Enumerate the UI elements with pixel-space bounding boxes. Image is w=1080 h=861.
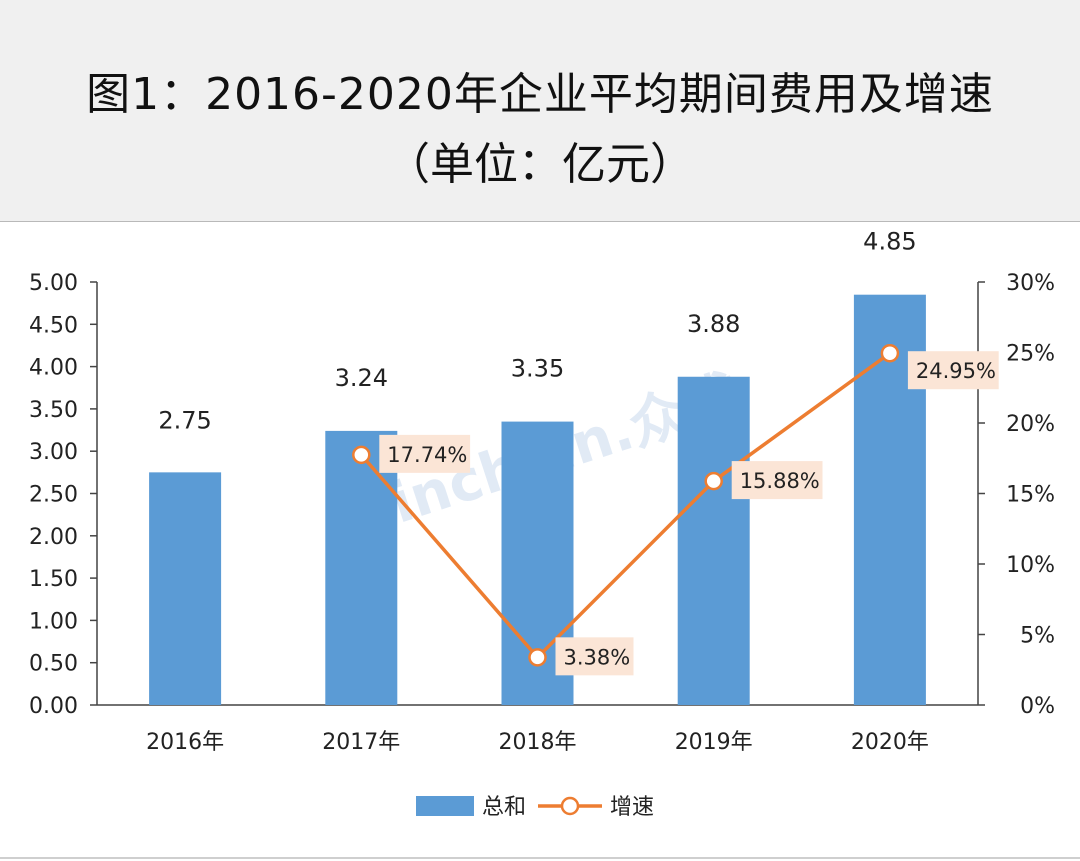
bar-value-label: 4.85 xyxy=(863,228,916,256)
growth-point xyxy=(352,445,371,465)
bar-value-label: 2.75 xyxy=(158,406,211,434)
growth-point xyxy=(528,648,547,667)
rate-label-bg xyxy=(907,351,999,390)
legend-label-bar: 总和 xyxy=(482,795,526,820)
growth-point xyxy=(880,343,900,363)
left-tick-label: 1.00 xyxy=(29,609,78,634)
rate-label-bg xyxy=(731,461,823,500)
chart-title: 图1：2016-2020年企业平均期间费用及增速 xyxy=(86,69,994,120)
bar xyxy=(149,472,222,705)
combo-chart: Joinchain.众成 0.000.501.001.502.002.503.0… xyxy=(29,228,1055,820)
right-tick-label: 30% xyxy=(1006,271,1055,296)
legend-label-line: 增速 xyxy=(610,795,654,820)
right-tick-label: 20% xyxy=(1006,412,1055,437)
left-tick-label: 2.00 xyxy=(29,525,78,550)
left-tick-label: 3.50 xyxy=(29,398,78,423)
legend: 总和 增速 xyxy=(416,795,654,820)
chart-subtitle-unit: （单位：亿元） xyxy=(386,139,694,190)
rate-value-label: 15.88% xyxy=(740,469,820,493)
right-tick-label: 0% xyxy=(1020,694,1055,719)
line-series: 17.74% 3.38% 15.88% 24.95% xyxy=(352,343,999,676)
x-category-label: 2017年 xyxy=(322,730,400,755)
left-tick-label: 4.00 xyxy=(29,356,78,381)
right-tick-label: 5% xyxy=(1020,624,1055,649)
left-tick-label: 1.50 xyxy=(29,567,78,592)
bottom-divider xyxy=(0,857,1080,859)
rate-label-bg xyxy=(379,434,471,473)
rate-value-label: 3.38% xyxy=(564,645,631,669)
rate-value-label: 17.74% xyxy=(387,443,467,467)
bar xyxy=(325,430,398,705)
right-tick-label: 15% xyxy=(1006,483,1055,508)
growth-point xyxy=(704,471,723,491)
left-tick-label: 4.50 xyxy=(29,313,78,338)
left-tick-label: 0.00 xyxy=(29,694,78,719)
x-category-label: 2018年 xyxy=(499,730,577,755)
title-panel: 图1：2016-2020年企业平均期间费用及增速 （单位：亿元） xyxy=(0,0,1080,222)
left-tick-label: 3.00 xyxy=(29,440,78,465)
growth-line xyxy=(359,351,891,660)
left-tick-label: 0.50 xyxy=(29,652,78,677)
right-tick-label: 25% xyxy=(1006,342,1055,367)
x-category-label: 2019年 xyxy=(675,730,753,755)
x-category-label: 2020年 xyxy=(851,730,929,755)
bar-value-label: 3.24 xyxy=(335,364,388,392)
bar-value-label: 3.88 xyxy=(687,310,740,338)
rate-value-label: 24.95% xyxy=(916,359,996,383)
axes: 0.00 0.50 1.00 1.50 2.00 2.50 3.00 3.50 4.00 4.50… xyxy=(29,271,1055,755)
left-tick-label: 2.50 xyxy=(29,483,78,508)
left-tick-label: 5.00 xyxy=(29,271,78,296)
legend-swatch-bar xyxy=(416,796,474,816)
bar xyxy=(677,376,750,705)
bar-value-label: 3.35 xyxy=(511,355,564,383)
rate-label-bg xyxy=(555,637,634,676)
x-category-label: 2016年 xyxy=(146,730,224,755)
legend-swatch-marker xyxy=(560,796,580,816)
right-tick-label: 10% xyxy=(1006,553,1055,578)
